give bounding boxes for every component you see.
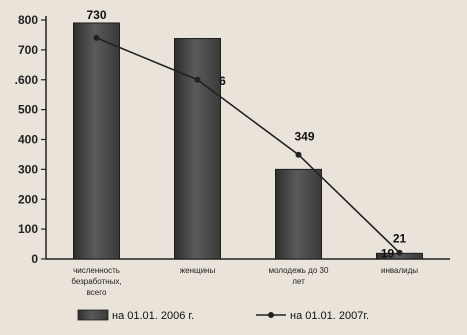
legend-line-label: на 01.01. 2007г.	[290, 310, 369, 322]
line-point	[93, 34, 100, 41]
legend-bar-swatch	[77, 309, 109, 321]
x-tick-label: численность безработных, всего	[71, 266, 121, 297]
x-tick-label: молодежь до 30 лет	[269, 266, 329, 286]
legend-line-marker	[268, 312, 274, 318]
y-tick-label: .600	[15, 73, 39, 87]
line-data-label: 349	[294, 130, 314, 144]
bar	[275, 168, 322, 260]
bar-data-label: 19	[381, 246, 395, 260]
line-point	[396, 249, 403, 256]
line-data-label: 6	[219, 74, 226, 88]
bar	[73, 22, 120, 260]
y-tick-label: 0	[31, 252, 38, 266]
line-point	[295, 151, 302, 158]
bar-data-label: 730	[86, 8, 106, 22]
x-tick-label: инвалиды	[381, 266, 418, 275]
y-tick-label: 700	[18, 43, 38, 57]
y-tick-label: 800	[18, 13, 38, 27]
y-tick-label: 200	[18, 192, 38, 206]
y-tick-label: 100	[18, 222, 38, 236]
legend-bar-label: на 01.01. 2006 г.	[112, 310, 194, 322]
legend: на 01.01. 2006 г. на 01.01. 2007г.	[77, 309, 369, 322]
bar-series	[73, 22, 423, 260]
y-tick-label: 300	[18, 162, 38, 176]
line-series	[93, 34, 403, 256]
line-point	[194, 76, 201, 83]
axes: 0 100 200 300 400 500 .600 700 800 численность без…	[15, 13, 450, 297]
y-tick-label: 400	[18, 133, 38, 147]
x-tick-label: женщины	[180, 266, 216, 275]
series-line	[96, 37, 401, 254]
bar	[174, 38, 221, 260]
data-labels: 730 19 6 349 21	[86, 8, 406, 260]
line-data-label: 21	[393, 232, 407, 246]
y-tick-label: 500	[18, 103, 38, 117]
